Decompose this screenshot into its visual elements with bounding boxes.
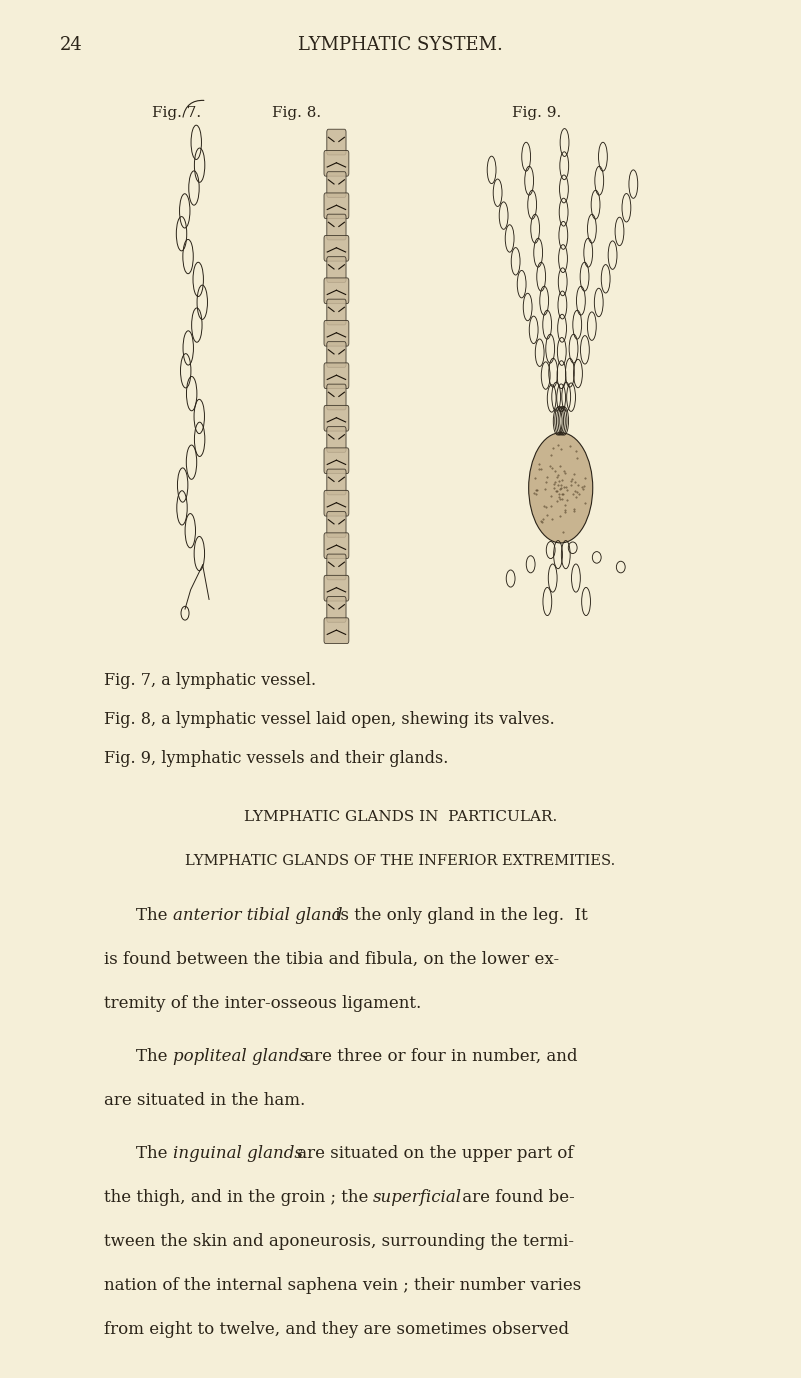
Text: from eight to twelve, and they are sometimes observed: from eight to twelve, and they are somet…	[104, 1322, 570, 1338]
Text: tremity of the inter-osseous ligament.: tremity of the inter-osseous ligament.	[104, 995, 421, 1011]
Text: inguinal glands: inguinal glands	[173, 1145, 303, 1162]
Text: Fig. 8.: Fig. 8.	[272, 106, 321, 120]
Text: LYMPHATIC GLANDS IN  PARTICULAR.: LYMPHATIC GLANDS IN PARTICULAR.	[244, 810, 557, 824]
Text: Fig. 9.: Fig. 9.	[512, 106, 562, 120]
FancyBboxPatch shape	[327, 342, 346, 368]
Text: are found be-: are found be-	[457, 1189, 575, 1206]
FancyBboxPatch shape	[324, 236, 349, 262]
FancyBboxPatch shape	[324, 193, 349, 219]
Text: LYMPHATIC SYSTEM.: LYMPHATIC SYSTEM.	[298, 36, 503, 54]
FancyBboxPatch shape	[324, 321, 349, 346]
Text: tween the skin and aponeurosis, surrounding the termi-: tween the skin and aponeurosis, surround…	[104, 1233, 574, 1250]
FancyBboxPatch shape	[327, 130, 346, 154]
Text: LYMPHATIC GLANDS OF THE INFERIOR EXTREMITIES.: LYMPHATIC GLANDS OF THE INFERIOR EXTREMI…	[185, 854, 616, 868]
Text: Fig. 8, a lymphatic vessel laid open, shewing its valves.: Fig. 8, a lymphatic vessel laid open, sh…	[104, 711, 555, 728]
Text: the thigh, and in the groin ; the: the thigh, and in the groin ; the	[104, 1189, 374, 1206]
FancyBboxPatch shape	[327, 256, 346, 282]
Text: are situated in the ham.: are situated in the ham.	[104, 1091, 305, 1109]
FancyBboxPatch shape	[324, 491, 349, 517]
FancyBboxPatch shape	[327, 299, 346, 325]
Text: is the only gland in the leg.  It: is the only gland in the leg. It	[330, 907, 588, 923]
Text: is found between the tibia and fibula, on the lower ex-: is found between the tibia and fibula, o…	[104, 951, 559, 967]
FancyBboxPatch shape	[324, 617, 349, 644]
Text: superficial: superficial	[373, 1189, 462, 1206]
FancyBboxPatch shape	[327, 554, 346, 580]
FancyBboxPatch shape	[327, 597, 346, 623]
Text: nation of the internal saphena vein ; their number varies: nation of the internal saphena vein ; th…	[104, 1277, 582, 1294]
FancyBboxPatch shape	[324, 448, 349, 474]
Text: Fig. 9, lymphatic vessels and their glands.: Fig. 9, lymphatic vessels and their glan…	[104, 750, 449, 766]
Text: 24: 24	[60, 36, 83, 54]
FancyBboxPatch shape	[324, 362, 349, 389]
Text: The: The	[136, 1145, 173, 1162]
FancyBboxPatch shape	[327, 469, 346, 495]
FancyBboxPatch shape	[324, 278, 349, 303]
FancyBboxPatch shape	[327, 172, 346, 197]
Text: anterior tibial gland: anterior tibial gland	[173, 907, 343, 923]
Text: The: The	[136, 1047, 173, 1065]
FancyBboxPatch shape	[327, 511, 346, 537]
Text: The: The	[136, 907, 173, 923]
Text: are three or four in number, and: are three or four in number, and	[299, 1047, 578, 1065]
Circle shape	[529, 433, 593, 543]
Text: popliteal glands: popliteal glands	[173, 1047, 308, 1065]
FancyBboxPatch shape	[324, 533, 349, 558]
FancyBboxPatch shape	[327, 214, 346, 240]
FancyBboxPatch shape	[324, 576, 349, 601]
FancyBboxPatch shape	[327, 427, 346, 452]
FancyBboxPatch shape	[324, 405, 349, 431]
Text: Fig. 7, a lymphatic vessel.: Fig. 7, a lymphatic vessel.	[104, 672, 316, 689]
FancyBboxPatch shape	[327, 384, 346, 409]
FancyBboxPatch shape	[324, 150, 349, 176]
Text: Fig. 7.: Fig. 7.	[151, 106, 201, 120]
Text: are situated on the upper part of: are situated on the upper part of	[292, 1145, 573, 1162]
